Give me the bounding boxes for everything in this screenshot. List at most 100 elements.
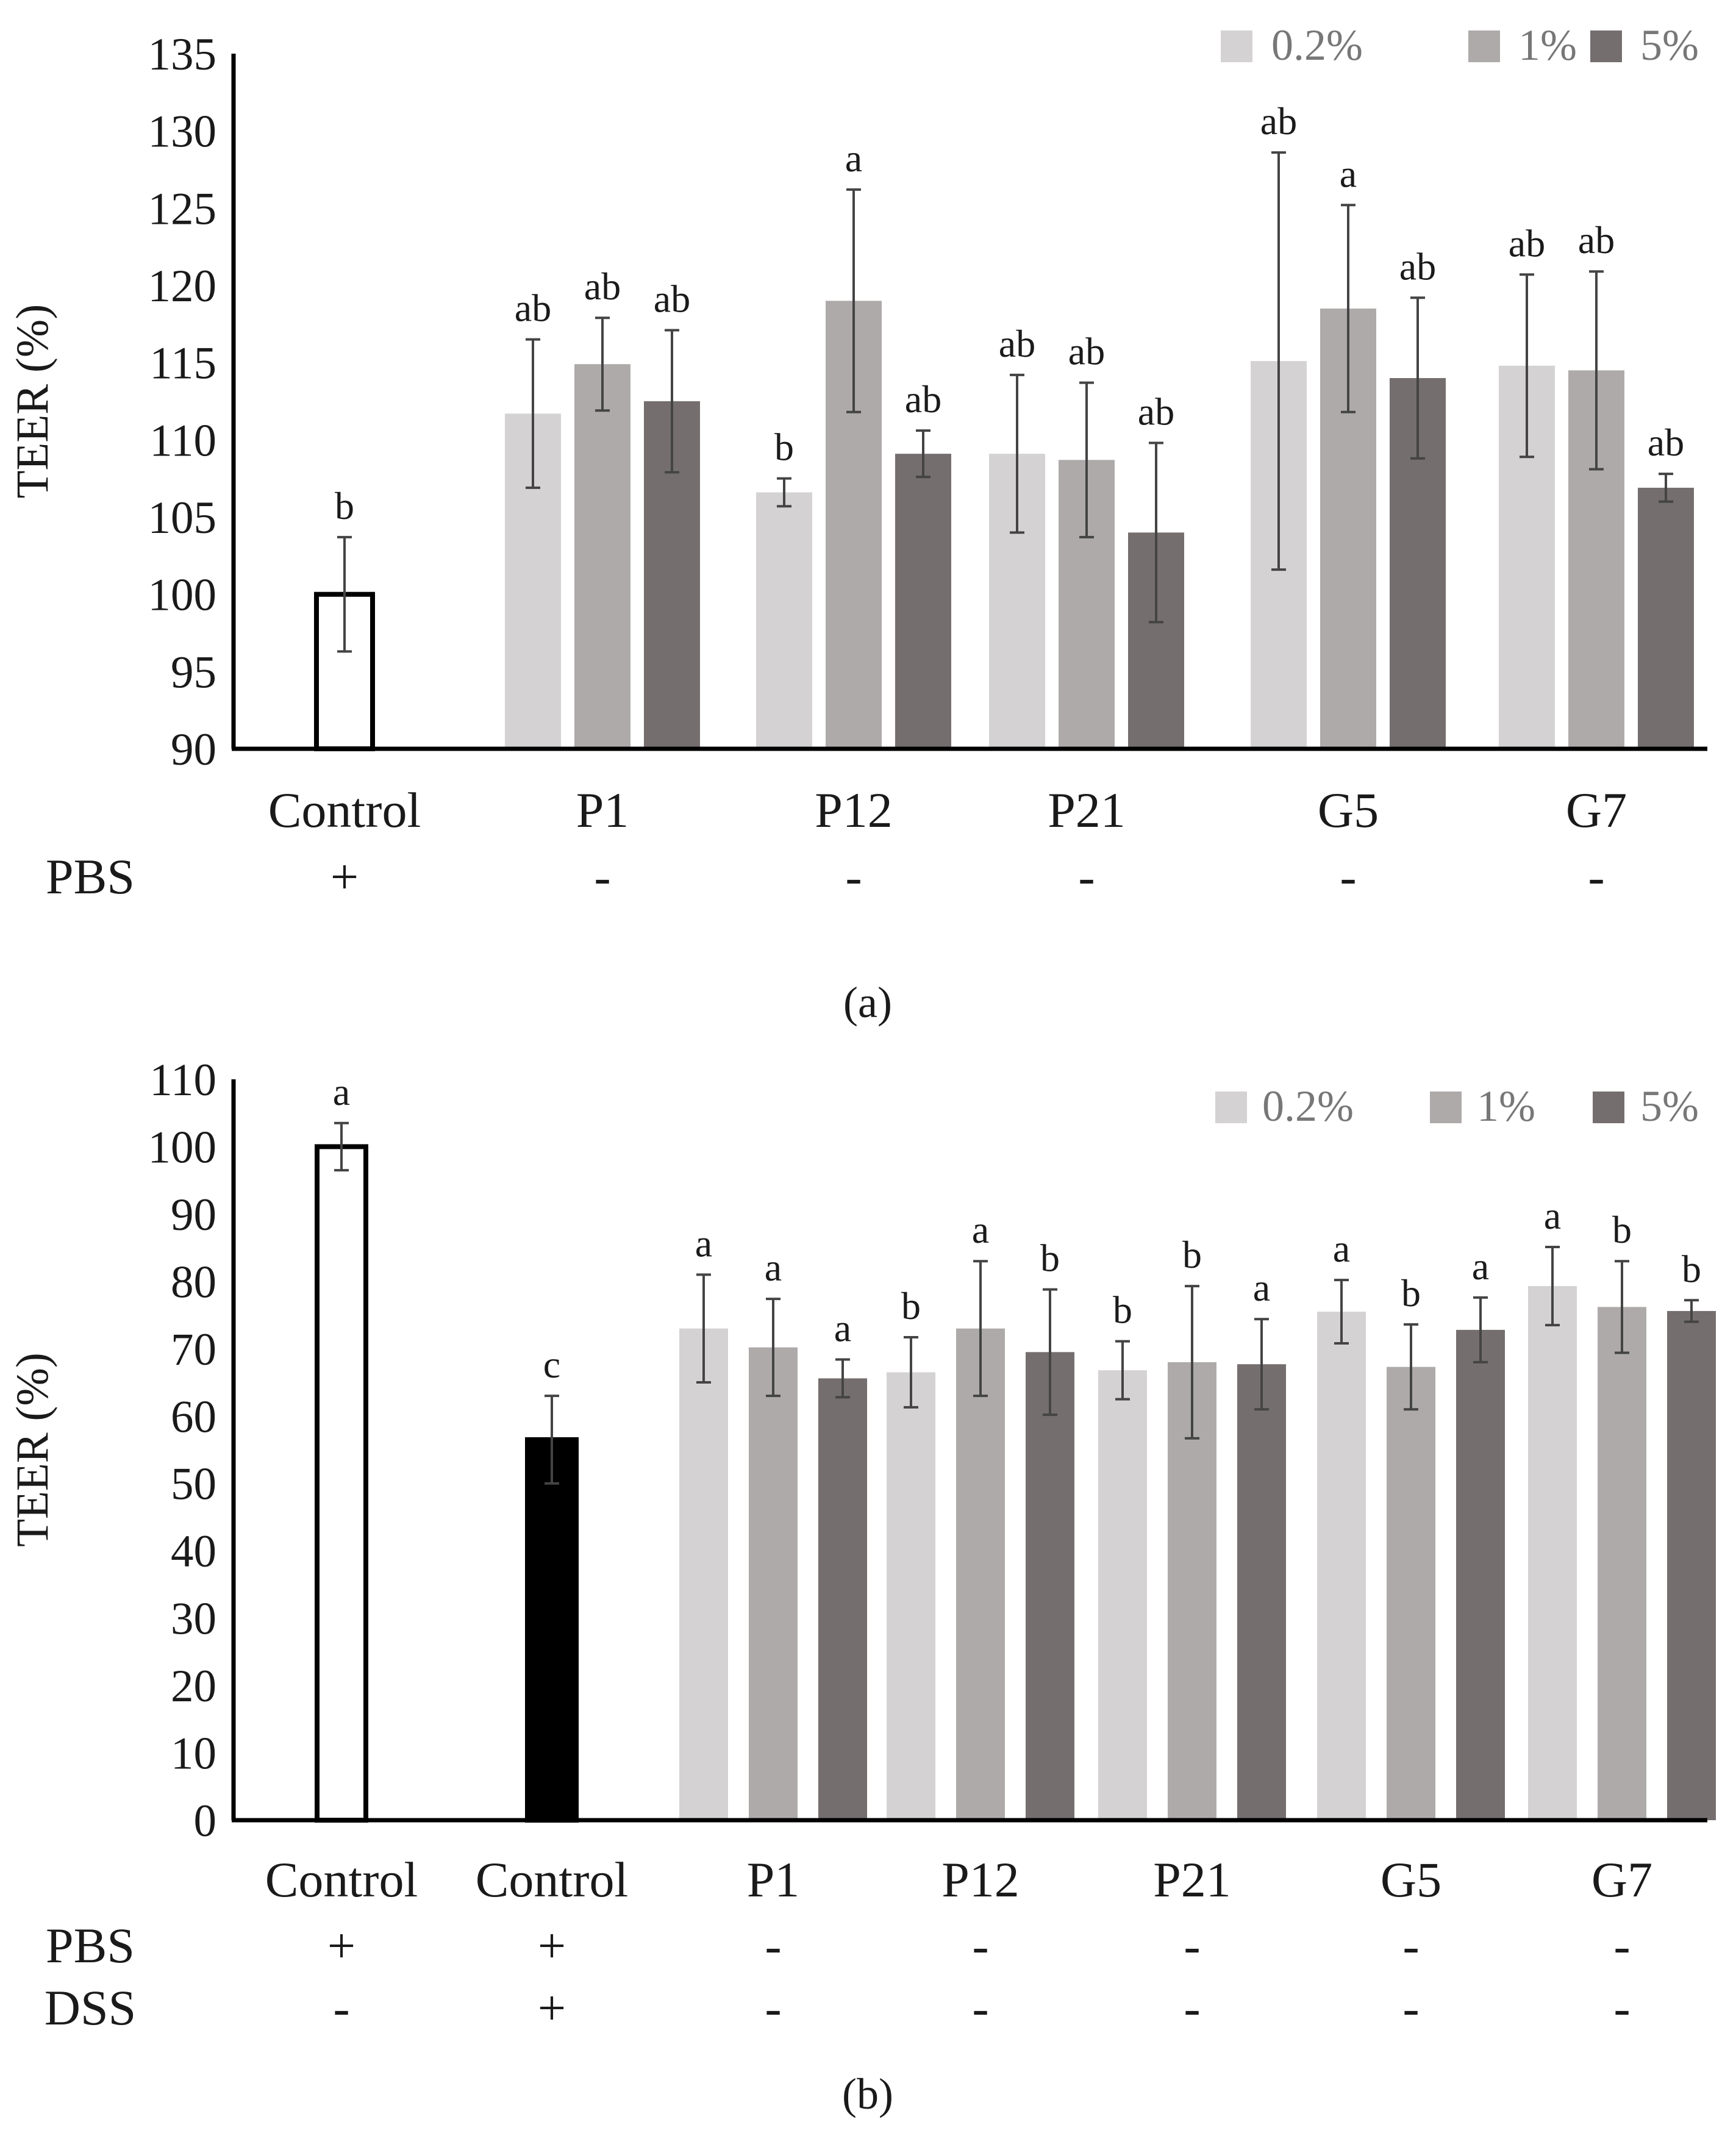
- panel-a-legend-label: 0.2%: [1271, 21, 1363, 70]
- panel-a-bar: [756, 492, 812, 749]
- panel-b-treatment-marker: -: [1613, 1980, 1630, 2035]
- panel-b-y-axis-title: TEER (%): [7, 1352, 58, 1547]
- panel-b-significance-label: a: [972, 1208, 989, 1251]
- panel-a-legend-label: 1%: [1518, 21, 1577, 70]
- panel-b-bar: [1456, 1329, 1505, 1820]
- panel-a-category-label: G7: [1566, 782, 1627, 838]
- panel-b-bar: [1528, 1286, 1577, 1820]
- panel-b-bar: [315, 1144, 368, 1823]
- panel-b-category-label: Control: [476, 1852, 629, 1907]
- panel-a-category-label: G5: [1318, 782, 1379, 838]
- panel-b-y-tick-label: 40: [171, 1526, 216, 1577]
- panel-b-treatment-marker: +: [538, 1980, 566, 2035]
- panel-b-significance-label: a: [1253, 1266, 1270, 1309]
- panel-b-y-tick-label: 10: [171, 1729, 216, 1779]
- panel-a-y-tick-label: 125: [148, 184, 217, 234]
- panel-a-row-label: PBS: [46, 849, 135, 904]
- panel-b-legend-swatch: [1593, 1092, 1624, 1123]
- panel-b-treatment-marker: -: [1402, 1918, 1419, 1973]
- panel-b-treatment-marker: -: [1184, 1918, 1200, 1973]
- panel-b-caption: (b): [842, 2070, 893, 2118]
- panel-b-treatment-marker: -: [1184, 1980, 1200, 2035]
- panel-a-treatment-marker: +: [330, 849, 359, 904]
- panel-b-treatment-marker: -: [765, 1918, 781, 1973]
- panel-b-bar: [1317, 1312, 1366, 1820]
- panel-b-bar: [1667, 1310, 1716, 1820]
- panel-b-legend-label: 0.2%: [1262, 1082, 1354, 1131]
- panel-a-significance-label: ab: [1648, 421, 1684, 464]
- panel-a-significance-label: b: [774, 426, 794, 469]
- panel-b-y-tick-label: 90: [171, 1190, 216, 1240]
- panel-b-significance-label: b: [1401, 1271, 1421, 1315]
- panel-a-significance-label: a: [1340, 152, 1357, 195]
- panel-b-treatment-marker: -: [333, 1980, 349, 2035]
- panel-a-treatment-marker: -: [594, 849, 610, 904]
- panel-b-bar: [956, 1328, 1005, 1820]
- panel-a-y-tick-label: 90: [171, 724, 216, 775]
- panel-b-significance-label: a: [765, 1246, 782, 1289]
- panel-a-category-label: Control: [268, 782, 421, 838]
- panel-b-treatment-marker: -: [1613, 1918, 1630, 1973]
- panel-b-significance-label: a: [333, 1070, 350, 1113]
- panel-b-y-tick-label: 30: [171, 1594, 216, 1645]
- panel-b-bar: [887, 1372, 935, 1820]
- panel-b-legend-label: 5%: [1640, 1082, 1699, 1131]
- panel-b-legend-label: 1%: [1477, 1082, 1535, 1131]
- panel-b-significance-label: a: [1333, 1227, 1350, 1270]
- panel-a-y-tick-label: 120: [148, 261, 217, 312]
- panel-a-bar: [574, 364, 630, 749]
- panel-a-significance-label: ab: [1068, 330, 1105, 373]
- panel-a-y-tick-label: 110: [149, 415, 216, 466]
- panel-b-significance-label: b: [1113, 1288, 1132, 1332]
- panel-a-treatment-marker: -: [845, 849, 862, 904]
- panel-a-significance-label: ab: [999, 322, 1035, 365]
- panel-b-y-tick-label: 100: [148, 1122, 217, 1173]
- panel-b-y-tick-label: 0: [194, 1796, 217, 1846]
- panel-a-y-tick-label: 135: [148, 29, 217, 80]
- panel-b-category-label: Control: [265, 1852, 418, 1907]
- panel-b-significance-label: a: [1472, 1245, 1489, 1288]
- panel-b-significance-label: a: [834, 1306, 851, 1349]
- panel-a-y-tick-label: 100: [148, 570, 217, 621]
- panel-b-y-tick-label: 50: [171, 1459, 216, 1510]
- panel-b-category-label: P12: [941, 1852, 1020, 1907]
- panel-b-treatment-marker: -: [972, 1980, 988, 2035]
- panel-b-bar: [1098, 1370, 1147, 1820]
- panel-b-significance-label: b: [1182, 1233, 1202, 1276]
- panel-a-legend-swatch: [1221, 30, 1252, 62]
- panel-a-y-tick-label: 95: [171, 647, 216, 698]
- panel-a-caption: (a): [843, 978, 892, 1027]
- panel-b-bar: [1387, 1367, 1435, 1820]
- panel-a-legend-swatch: [1590, 30, 1622, 62]
- panel-b-y-tick-label: 60: [171, 1392, 216, 1442]
- panel-b-category-label: G7: [1591, 1852, 1652, 1907]
- panel-a-legend-label: 5%: [1640, 21, 1699, 70]
- panel-a-significance-label: a: [845, 137, 862, 180]
- panel-b-significance-label: b: [1682, 1247, 1701, 1290]
- panel-b-bar: [818, 1378, 867, 1820]
- panel-a-y-tick-label: 105: [148, 493, 217, 543]
- panel-a-legend-swatch: [1468, 30, 1500, 62]
- panel-b-significance-label: a: [1544, 1194, 1561, 1237]
- panel-a-significance-label: ab: [1138, 390, 1174, 433]
- panel-b-treatment-marker: -: [1402, 1980, 1419, 2035]
- panel-a-significance-label: ab: [1260, 99, 1297, 143]
- panel-a-significance-label: ab: [654, 277, 690, 320]
- panel-b-bar: [1237, 1364, 1286, 1820]
- panel-a-significance-label: ab: [1578, 218, 1615, 262]
- panel-b-significance-label: a: [695, 1221, 712, 1265]
- panel-b-y-tick-label: 20: [171, 1661, 216, 1712]
- panel-a-category-label: P1: [576, 782, 629, 838]
- panel-b-y-tick-label: 110: [149, 1055, 216, 1106]
- panel-b-significance-label: b: [1040, 1237, 1060, 1280]
- panel-a-significance-label: ab: [1399, 245, 1436, 288]
- panel-a-significance-label: ab: [515, 287, 551, 330]
- panel-b-category-label: G5: [1381, 1852, 1441, 1907]
- panel-b-significance-label: b: [901, 1284, 921, 1327]
- panel-b-treatment-marker: +: [327, 1918, 355, 1973]
- panel-b-legend-swatch: [1215, 1092, 1247, 1123]
- panel-a-bar: [895, 454, 951, 749]
- panel-a-y-tick-label: 130: [148, 107, 217, 157]
- panel-b-treatment-marker: +: [538, 1918, 566, 1973]
